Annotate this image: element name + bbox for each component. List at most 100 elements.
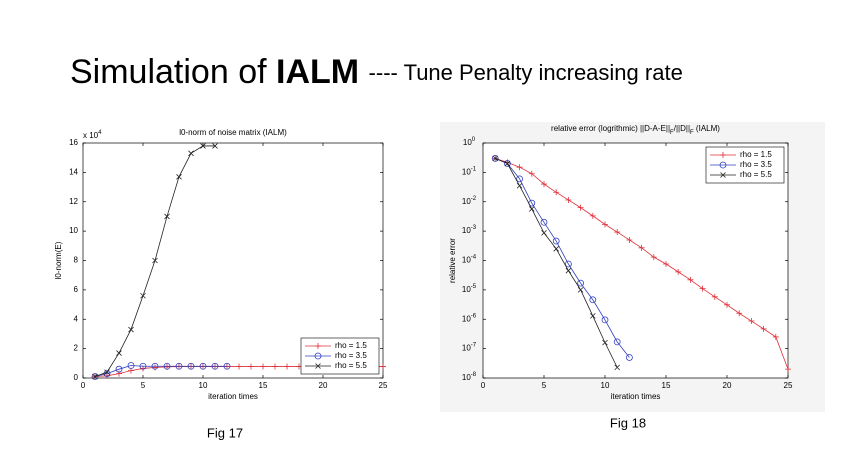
title-part: F xyxy=(690,130,694,136)
y-tick-label: 6 xyxy=(74,285,79,294)
title-part: relative error (logrithmic) ||D-A-E|| xyxy=(551,124,670,133)
legend-label: rho = 5.5 xyxy=(740,170,772,179)
marker xyxy=(139,362,147,370)
y-tick-exp: -3 xyxy=(471,225,477,231)
marker xyxy=(711,293,718,300)
title-bold: IALM xyxy=(276,53,359,91)
y-tick-label: 14 xyxy=(69,167,78,176)
x-tick-label: 20 xyxy=(723,381,732,390)
marker xyxy=(565,267,572,274)
marker xyxy=(140,292,146,299)
marker xyxy=(541,230,547,236)
marker xyxy=(248,363,254,370)
y-tick-label: 10-8 xyxy=(462,372,477,383)
marker xyxy=(115,365,123,373)
y-tick-base: 10 xyxy=(462,344,471,353)
marker xyxy=(719,161,727,169)
marker xyxy=(103,370,111,377)
y-tick-label: 8 xyxy=(74,256,79,265)
legend-box xyxy=(705,146,785,184)
multiplier-base: x 10 xyxy=(83,131,99,140)
marker xyxy=(720,152,726,158)
marker xyxy=(626,354,633,361)
x-tick-label: 0 xyxy=(481,381,486,390)
marker xyxy=(614,229,621,236)
marker xyxy=(200,143,206,149)
marker xyxy=(650,254,657,261)
marker xyxy=(589,296,597,304)
title-sub: ---- Tune Penalty increasing rate xyxy=(369,60,683,85)
y-tick-exp: -1 xyxy=(471,166,477,172)
marker xyxy=(272,363,278,370)
y-tick-exp: -5 xyxy=(471,283,477,289)
marker xyxy=(528,170,535,177)
marker xyxy=(613,338,621,346)
marker xyxy=(760,325,767,332)
y-tick-label: 2 xyxy=(74,344,79,353)
y-multiplier: x 104 xyxy=(83,130,102,141)
marker xyxy=(223,362,231,370)
marker xyxy=(516,164,523,171)
marker xyxy=(540,218,548,226)
marker xyxy=(577,204,584,211)
marker xyxy=(601,316,609,324)
y-tick-label: 10-5 xyxy=(462,283,477,294)
legend-label: rho = 3.5 xyxy=(740,160,772,169)
marker xyxy=(127,362,135,369)
figure-caption: Fig 17 xyxy=(207,425,243,440)
marker xyxy=(315,363,321,369)
multiplier-exp: 4 xyxy=(98,130,102,136)
title-part: (IALM) xyxy=(694,124,721,133)
y-tick-exp: 0 xyxy=(472,137,476,143)
marker xyxy=(736,310,743,317)
marker xyxy=(315,343,321,349)
y-tick-base: 10 xyxy=(462,373,471,382)
marker xyxy=(699,285,706,292)
y-tick-exp: -4 xyxy=(471,254,477,260)
title-part: /||D|| xyxy=(674,124,690,133)
marker xyxy=(553,246,559,252)
marker xyxy=(772,333,779,340)
y-tick-base: 10 xyxy=(462,197,471,206)
y-tick-exp: -7 xyxy=(471,342,477,348)
y-tick-exp: -8 xyxy=(471,372,477,378)
y-tick-base: 10 xyxy=(462,226,471,235)
x-tick-label: 10 xyxy=(601,381,610,390)
slide-title: Simulation of IALM ---- Tune Penalty inc… xyxy=(70,53,683,91)
y-tick-base: 10 xyxy=(462,285,471,294)
marker xyxy=(541,181,547,188)
x-tick-label: 20 xyxy=(319,381,328,390)
marker xyxy=(602,339,608,346)
x-tick-label: 15 xyxy=(259,381,268,390)
marker xyxy=(529,206,535,212)
y-tick-label: 10 xyxy=(69,226,78,235)
marker xyxy=(492,155,498,162)
marker xyxy=(748,318,755,325)
marker xyxy=(553,189,560,196)
y-tick-label: 10-7 xyxy=(462,342,477,353)
marker xyxy=(164,213,170,220)
marker xyxy=(687,276,694,283)
marker xyxy=(212,143,218,149)
marker xyxy=(577,287,584,293)
x-axis-label: iteration times xyxy=(208,392,258,401)
marker xyxy=(516,175,524,183)
y-tick-label: 4 xyxy=(74,314,79,323)
marker xyxy=(260,363,266,370)
marker xyxy=(565,196,572,203)
y-tick-label: 10-6 xyxy=(462,313,477,324)
legend-label: rho = 1.5 xyxy=(740,150,772,159)
x-tick-label: 0 xyxy=(81,381,86,390)
marker xyxy=(116,370,122,377)
marker xyxy=(638,244,645,251)
marker xyxy=(614,364,620,371)
marker xyxy=(284,363,290,370)
marker xyxy=(128,326,134,333)
x-tick-label: 15 xyxy=(662,381,671,390)
figure-caption: Fig 18 xyxy=(610,415,646,430)
marker xyxy=(590,313,596,319)
chart-title: l0-norm of noise matrix (IALM) xyxy=(179,128,287,137)
marker xyxy=(626,236,633,243)
title-text: Simulation of xyxy=(70,53,267,91)
marker xyxy=(188,150,194,157)
